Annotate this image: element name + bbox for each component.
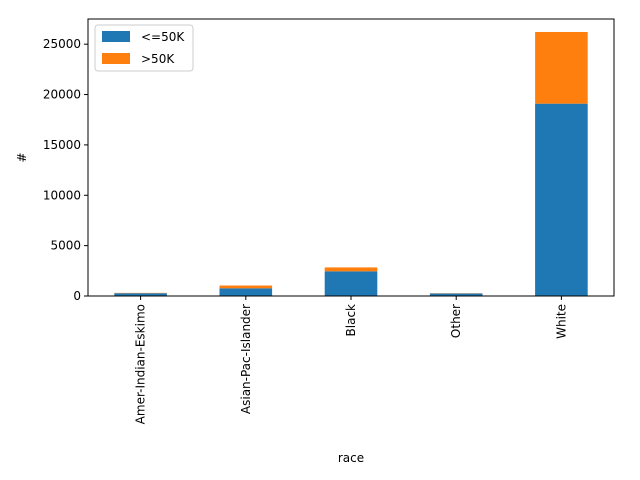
y-tick-label: 5000 xyxy=(50,239,81,253)
legend-swatch-gt-50k xyxy=(102,53,130,64)
bar-asian-pac-islander-gt-50k xyxy=(219,285,273,289)
bar-white-gt-50k xyxy=(535,31,588,104)
x-tick-label-amer-indian-eskimo: Amer-Indian-Eskimo xyxy=(134,304,148,424)
x-axis-label: race xyxy=(338,451,364,465)
bar-white-le-50k xyxy=(535,103,588,296)
y-tick-label: 0 xyxy=(73,289,81,303)
bar-asian-pac-islander-le-50k xyxy=(219,288,273,296)
y-tick-label: 10000 xyxy=(43,188,81,202)
y-tick-label: 25000 xyxy=(43,37,81,51)
y-tick-label: 15000 xyxy=(43,138,81,152)
plot-frame xyxy=(87,18,615,297)
x-tick-label-asian-pac-islander: Asian-Pac-Islander xyxy=(239,304,253,414)
bar-amer-indian-eskimo-le-50k xyxy=(114,293,167,296)
bar-black-le-50k xyxy=(324,271,378,296)
legend-label-le-50k: <=50K xyxy=(141,30,185,44)
y-tick-label: 20000 xyxy=(43,88,81,102)
bar-other-le-50k xyxy=(429,293,483,296)
bar-black-gt-50k xyxy=(324,267,378,272)
x-axis: Amer-Indian-Eskimo Asian-Pac-Islander Blac… xyxy=(134,296,568,424)
y-axis: 0 5000 10000 15000 20000 25000 xyxy=(43,37,88,303)
legend: <=50K >50K xyxy=(94,24,194,72)
x-tick-label-white: White xyxy=(554,304,568,339)
y-axis-label: # xyxy=(15,152,29,162)
bars-group xyxy=(114,31,588,296)
x-tick-label-black: Black xyxy=(344,304,358,337)
legend-label-gt-50k: >50K xyxy=(141,52,175,66)
legend-swatch-le-50k xyxy=(102,31,130,42)
x-tick-label-other: Other xyxy=(449,304,463,338)
